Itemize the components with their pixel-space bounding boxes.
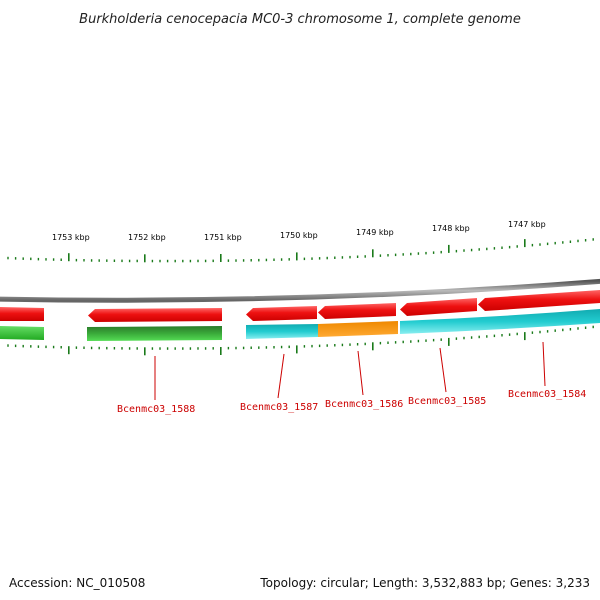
cds-arrow-bcenmc03-1586[interactable] xyxy=(318,303,396,319)
kbp-label-1753: 1753 kbp xyxy=(52,233,90,242)
genome-summary-text: Topology: circular; Length: 3,532,883 bp… xyxy=(259,576,590,590)
leader-line-bcenmc03-1585 xyxy=(439,347,447,393)
kbp-label-1747: 1747 kbp xyxy=(508,220,546,229)
gene-label-bcenmc03-1584[interactable]: Bcenmc03_1584 xyxy=(508,389,586,400)
kbp-labels: 1753 kbp 1752 kbp 1751 kbp 1750 kbp 1749… xyxy=(52,220,546,242)
leader-line-bcenmc03-1584 xyxy=(542,341,546,387)
feature-orange-bcenmc03-1586 xyxy=(318,321,398,337)
leader-line-bcenmc03-1586 xyxy=(357,350,364,396)
cds-arrow-bcenmc03-1588[interactable] xyxy=(88,308,222,322)
kbp-label-1751: 1751 kbp xyxy=(204,233,242,242)
gene-labels: Bcenmc03_1588 Bcenmc03_1587 Bcenmc03_158… xyxy=(117,389,586,415)
gene-label-bcenmc03-1586[interactable]: Bcenmc03_1586 xyxy=(325,399,403,410)
feature-green-bcenmc03-1588 xyxy=(87,326,222,341)
kbp-label-1749: 1749 kbp xyxy=(356,228,394,237)
feature-cyan-bcenmc03-1585-1584 xyxy=(400,309,600,334)
gene-label-bcenmc03-1585[interactable]: Bcenmc03_1585 xyxy=(408,396,486,407)
feature-green-left xyxy=(0,326,44,340)
feature-track xyxy=(0,309,600,341)
cds-arrow-bcenmc03-1587[interactable] xyxy=(246,306,317,321)
accession-text: Accession: NC_010508 xyxy=(9,576,145,590)
cds-arrow-bcenmc03-1585[interactable] xyxy=(400,298,477,316)
gene-leader-lines xyxy=(154,341,546,400)
feature-cyan-bcenmc03-1587 xyxy=(246,324,318,339)
cds-track xyxy=(0,290,600,322)
map-title: Burkholderia cenocepacia MC0-3 chromosom… xyxy=(79,12,521,27)
inner-tick-track xyxy=(7,325,594,356)
kbp-label-1750: 1750 kbp xyxy=(280,231,318,240)
chromosome-backbone xyxy=(0,278,600,303)
outer-tick-track xyxy=(7,238,594,263)
gene-label-bcenmc03-1587[interactable]: Bcenmc03_1587 xyxy=(240,402,318,413)
kbp-label-1748: 1748 kbp xyxy=(432,224,470,233)
kbp-label-1752: 1752 kbp xyxy=(128,233,166,242)
cds-arrow-bcenmc03-1584[interactable] xyxy=(478,290,600,311)
cds-arrow-left-edge xyxy=(0,307,44,321)
leader-line-bcenmc03-1587 xyxy=(277,353,285,399)
gene-label-bcenmc03-1588[interactable]: Bcenmc03_1588 xyxy=(117,404,195,415)
